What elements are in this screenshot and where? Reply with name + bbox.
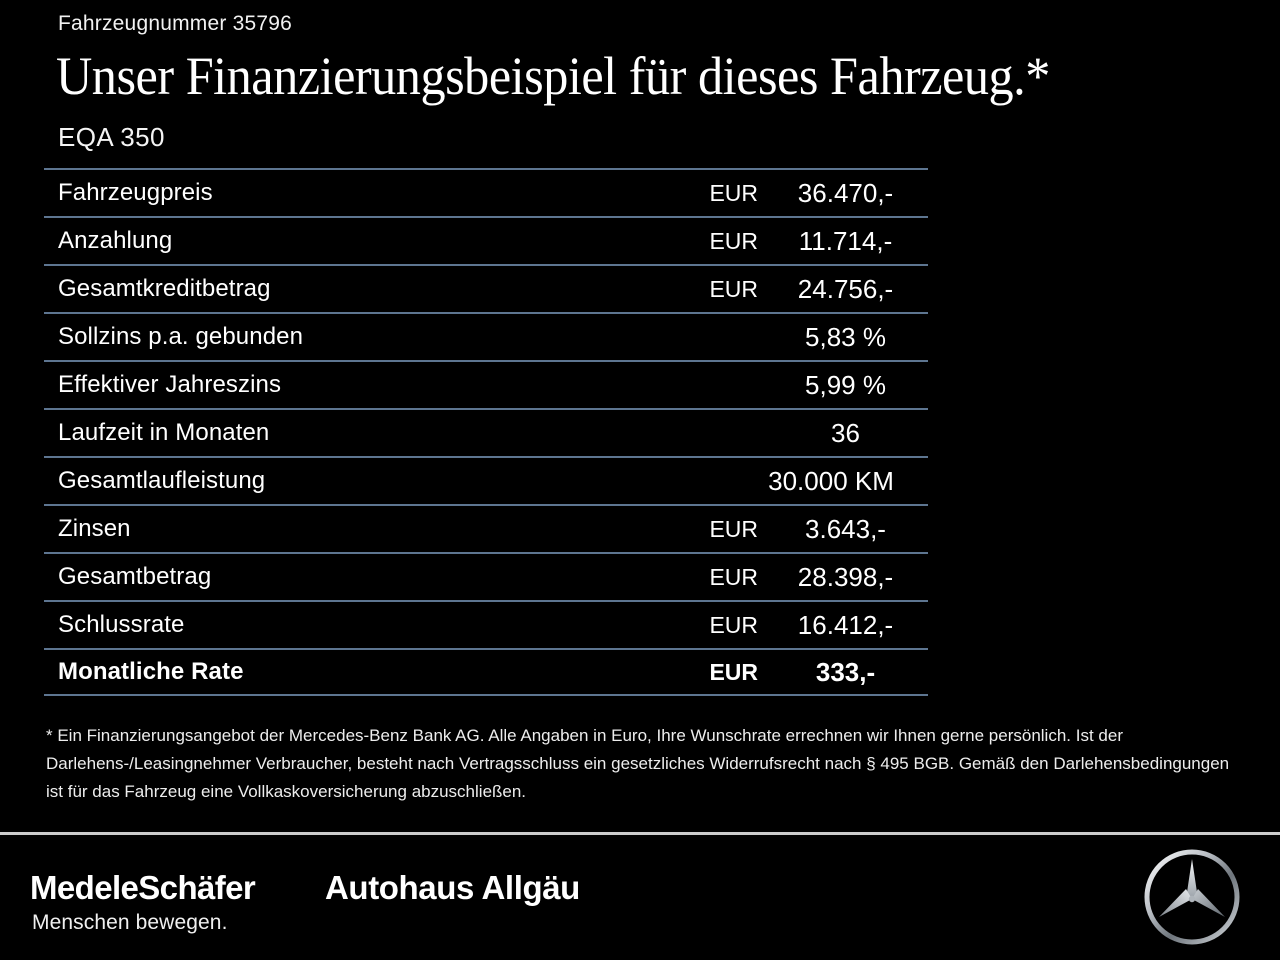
table-row: Sollzins p.a. gebunden 5,83 % <box>44 312 928 360</box>
row-value: 11.714,- <box>798 225 893 256</box>
table-row: Laufzeit in Monaten 36 <box>44 408 928 456</box>
row-value: 36.470,- <box>797 177 894 208</box>
footer-separator <box>0 832 1280 835</box>
footer: MedeleSchäfer Menschen bewegen. Autohaus… <box>0 835 1280 960</box>
row-currency: EUR <box>709 179 758 206</box>
row-currency: EUR <box>709 275 758 302</box>
row-label: Fahrzeugpreis <box>58 179 213 206</box>
table-row: Gesamtkreditbetrag EUR 24.756,- <box>44 264 928 312</box>
table-row: Fahrzeugpreis EUR 36.470,- <box>44 168 928 216</box>
row-currency: EUR <box>709 611 758 638</box>
row-label: Gesamtlaufleistung <box>58 467 266 494</box>
disclaimer-text: * Ein Finanzierungsangebot der Mercedes-… <box>46 726 1230 801</box>
row-label: Monatliche Rate <box>58 658 244 685</box>
mercedes-benz-star-icon <box>1144 849 1240 945</box>
row-label: Gesamtkreditbetrag <box>58 275 271 302</box>
row-value: 16.412,- <box>797 609 894 640</box>
row-label: Zinsen <box>58 515 131 542</box>
row-value: 5,99 % <box>805 369 886 400</box>
row-value: 36 <box>831 417 860 448</box>
row-value: 333,- <box>815 656 876 687</box>
row-currency: EUR <box>709 658 758 685</box>
row-value: 30.000 KM <box>768 465 894 496</box>
row-value: 24.756,- <box>797 273 894 304</box>
row-currency: EUR <box>709 515 758 542</box>
financing-table: Fahrzeugpreis EUR 36.470,- Anzahlung EUR 11.7… <box>44 168 928 696</box>
table-row: Zinsen EUR 3.643,- <box>44 504 928 552</box>
table-row: Monatliche Rate EUR 333,- <box>44 648 928 696</box>
row-value: 28.398,- <box>797 561 894 592</box>
table-row: Gesamtbetrag EUR 28.398,- <box>44 552 928 600</box>
dealer-secondary-name: Autohaus Allgäu <box>325 869 580 906</box>
row-label: Sollzins p.a. gebunden <box>58 323 304 350</box>
table-row: Gesamtlaufleistung 30.000 KM <box>44 456 928 504</box>
row-currency: EUR <box>709 563 758 590</box>
row-value: 3.643,- <box>805 513 886 544</box>
row-label: Schlussrate <box>58 611 185 638</box>
row-label: Effektiver Jahreszins <box>58 371 282 398</box>
table-row: Anzahlung EUR 11.714,- <box>44 216 928 264</box>
table-row: Schlussrate EUR 16.412,- <box>44 600 928 648</box>
row-label: Gesamtbetrag <box>58 563 212 590</box>
vehicle-model: EQA 350 <box>58 122 165 152</box>
table-row: Effektiver Jahreszins 5,99 % <box>44 360 928 408</box>
dealer-brand-name: MedeleSchäfer <box>30 869 256 906</box>
row-label: Anzahlung <box>58 227 173 254</box>
row-label: Laufzeit in Monaten <box>58 419 270 446</box>
dealer-tagline: Menschen bewegen. <box>32 911 228 934</box>
vehicle-number: Fahrzeugnummer 35796 <box>58 12 292 35</box>
page-title: Unser Finanzierungsbeispiel für dieses F… <box>56 46 1050 106</box>
row-currency: EUR <box>709 227 758 254</box>
row-value: 5,83 % <box>805 321 886 352</box>
